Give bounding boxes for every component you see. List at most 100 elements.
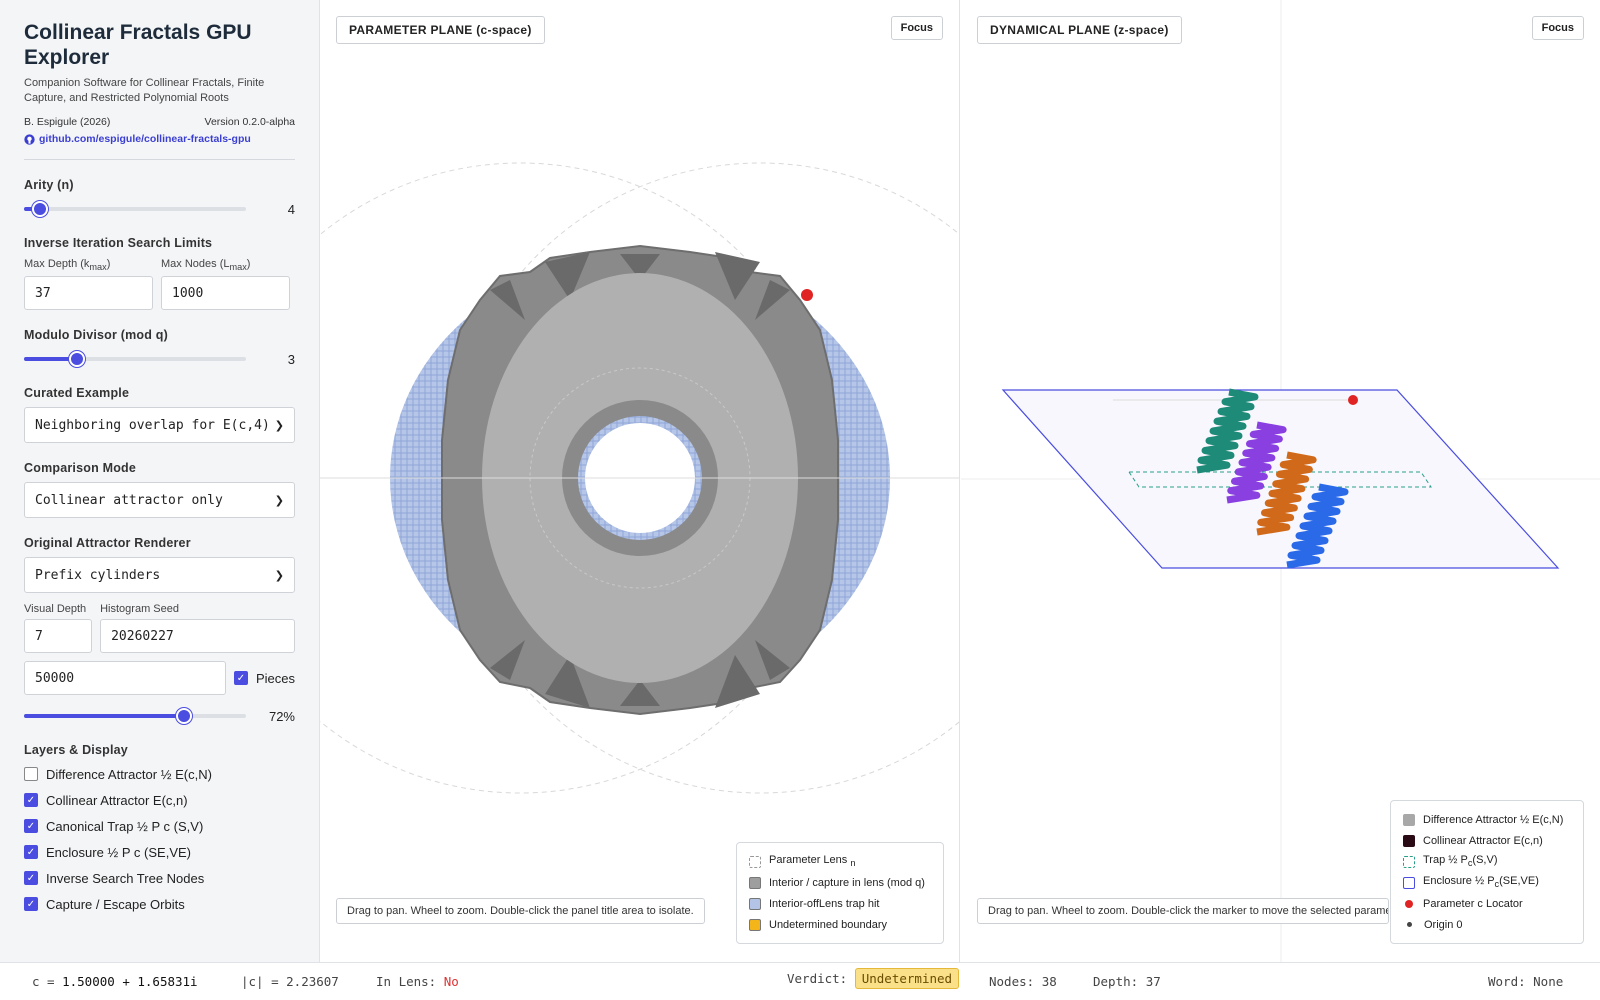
dynamical-plane-panel[interactable]: DYNAMICAL PLANE (z-space) Focus Drag to … — [961, 0, 1600, 962]
layer-checkbox[interactable]: ✓ — [24, 793, 38, 808]
legend-swatch — [1405, 899, 1413, 908]
parameter-legend: Parameter Lens n Interior / capture in le… — [736, 842, 944, 944]
pieces-label: Pieces — [255, 670, 295, 686]
legend-label: Parameter Lens n — [769, 854, 856, 869]
arity-slider[interactable]: 4 — [24, 200, 295, 218]
legend-item: Parameter c Locator — [1403, 893, 1571, 914]
verdict-badge: Undetermined — [854, 968, 960, 989]
renderer-select[interactable]: Prefix cylinders ❯ — [24, 557, 295, 594]
renderer-label: Original Attractor Renderer — [24, 536, 191, 551]
layer-label: Inverse Search Tree Nodes — [46, 870, 205, 886]
layer-checkbox[interactable]: ✓ — [24, 871, 38, 886]
opacity-slider[interactable]: 72% — [24, 707, 295, 725]
parameter-plane-canvas[interactable] — [320, 0, 960, 962]
legend-swatch — [749, 918, 761, 931]
layer-label: Capture / Escape Orbits — [46, 896, 185, 912]
comparison-value: Collinear attractor only — [35, 492, 223, 508]
enclosure-polygon — [1001, 389, 1560, 569]
chevron-down-icon: ❯ — [274, 418, 284, 432]
dynamical-hint: Drag to pan. Wheel to zoom. Double-click… — [977, 898, 1389, 924]
sidebar: Collinear Fractals GPU Explorer Companio… — [0, 0, 320, 962]
comparison-select[interactable]: Collinear attractor only ❯ — [24, 482, 295, 519]
renderer-value: Prefix cylinders — [35, 567, 161, 583]
dynamical-plane-canvas[interactable] — [961, 0, 1600, 962]
layer-checkbox[interactable]: ✓ — [24, 819, 38, 834]
chevron-down-icon: ❯ — [274, 493, 284, 507]
trap-polygon — [1128, 471, 1432, 488]
layer-toggle[interactable]: ✓ Capture / Escape Orbits — [24, 891, 295, 917]
points-input[interactable]: 50000 — [24, 661, 226, 696]
legend-label: Parameter c Locator — [1423, 897, 1523, 910]
parameter-plane-panel[interactable]: PARAMETER PLANE (c-space) Focus Drag to … — [320, 0, 960, 962]
dynamical-focus-button[interactable]: Focus — [1531, 16, 1584, 40]
status-c: c = 1.50000 + 1.65831i — [32, 974, 198, 989]
layer-toggle[interactable]: ✓ Enclosure ½ P c (SE,VE) — [24, 839, 295, 865]
parameter-c-marker[interactable] — [801, 289, 813, 301]
version: Version 0.2.0-alpha — [204, 116, 295, 128]
parameter-c-locator[interactable] — [1348, 395, 1358, 405]
legend-swatch — [1403, 813, 1415, 826]
repo-link[interactable]: github.com/espigule/collinear-fractals-g… — [24, 133, 295, 145]
status-bar: c = 1.50000 + 1.65831i |c| = 2.23607 In … — [0, 962, 1600, 1000]
arity-value: 4 — [287, 201, 295, 217]
status-verdict: Verdict: Undetermined — [787, 968, 960, 989]
modulo-slider-knob[interactable] — [69, 351, 86, 368]
parameter-plane-title[interactable]: PARAMETER PLANE (c-space) — [336, 16, 545, 44]
layer-label: Difference Attractor ½ E(c,N) — [46, 766, 212, 782]
modulo-label: Modulo Divisor (mod q) — [24, 328, 168, 343]
parameter-focus-button[interactable]: Focus — [890, 16, 943, 40]
status-in-lens: In Lens: No — [376, 974, 459, 989]
layer-toggle[interactable]: ✓ Collinear Attractor E(c,n) — [24, 787, 295, 813]
legend-swatch — [1407, 922, 1412, 927]
visual-depth-label: Visual Depth — [24, 603, 87, 616]
pieces-checkbox[interactable]: ✓ — [233, 671, 248, 686]
status-depth: Depth: 37 — [1093, 974, 1161, 989]
modulo-value: 3 — [287, 351, 295, 367]
legend-label: Origin 0 — [1424, 918, 1463, 931]
search-limits-label: Inverse Iteration Search Limits — [24, 236, 213, 250]
max-depth-input[interactable]: 37 — [24, 276, 153, 311]
legend-label: Difference Attractor ½ E(c,N) — [1423, 813, 1564, 826]
chevron-down-icon: ❯ — [274, 568, 284, 582]
dynamical-plane-title[interactable]: DYNAMICAL PLANE (z-space) — [977, 16, 1182, 44]
legend-label: Undetermined boundary — [769, 918, 888, 931]
layers-label: Layers & Display — [24, 743, 128, 758]
modulo-slider[interactable]: 3 — [24, 350, 295, 368]
curated-value: Neighboring overlap for E(c,4) — [35, 417, 269, 433]
curated-select[interactable]: Neighboring overlap for E(c,4) ❯ — [24, 407, 295, 444]
layer-checkbox[interactable]: ✓ — [24, 845, 38, 860]
attractor-piece — [1286, 483, 1349, 569]
legend-item: Collinear Attractor E(c,n) — [1403, 830, 1571, 851]
pieces-toggle[interactable]: ✓ Pieces — [233, 665, 295, 691]
legend-label: Collinear Attractor E(c,n) — [1423, 834, 1543, 847]
opacity-slider-knob[interactable] — [175, 708, 192, 725]
layer-checkbox[interactable] — [24, 767, 38, 782]
author: B. Espigule (2026) — [24, 116, 111, 128]
status-word: Word: None — [1488, 974, 1564, 989]
legend-swatch — [1403, 876, 1415, 889]
parameter-hint: Drag to pan. Wheel to zoom. Double-click… — [336, 898, 705, 924]
layer-toggle[interactable]: ✓ Inverse Search Tree Nodes — [24, 865, 295, 891]
legend-item: Trap ½ Pc(S,V) — [1403, 851, 1571, 872]
arity-slider-knob[interactable] — [31, 201, 48, 217]
layer-checkbox[interactable]: ✓ — [24, 897, 38, 912]
arity-label: Arity (n) — [24, 178, 74, 192]
visual-depth-input[interactable]: 7 — [24, 619, 93, 654]
histogram-seed-input[interactable]: 20260227 — [100, 619, 295, 654]
layer-label: Enclosure ½ P c (SE,VE) — [46, 844, 191, 860]
legend-label: Enclosure ½ Pc(SE,VE) — [1423, 875, 1539, 890]
legend-item: Enclosure ½ Pc(SE,VE) — [1403, 872, 1571, 893]
legend-swatch — [749, 855, 761, 868]
attractor-piece — [1226, 421, 1287, 504]
github-icon — [24, 133, 35, 145]
attractor-piece — [1196, 388, 1259, 474]
layer-toggle[interactable]: ✓ Canonical Trap ½ P c (S,V) — [24, 813, 295, 839]
layer-toggle[interactable]: Difference Attractor ½ E(c,N) — [24, 761, 295, 787]
status-abs-c: |c| = 2.23607 — [241, 974, 339, 989]
comparison-label: Comparison Mode — [24, 461, 137, 476]
legend-swatch — [749, 897, 761, 910]
max-nodes-input[interactable]: 1000 — [161, 276, 290, 311]
legend-label: Interior-offLens trap hit — [769, 897, 880, 910]
app-title: Collinear Fractals GPU Explorer — [24, 21, 252, 69]
attractor-piece — [1256, 451, 1317, 536]
